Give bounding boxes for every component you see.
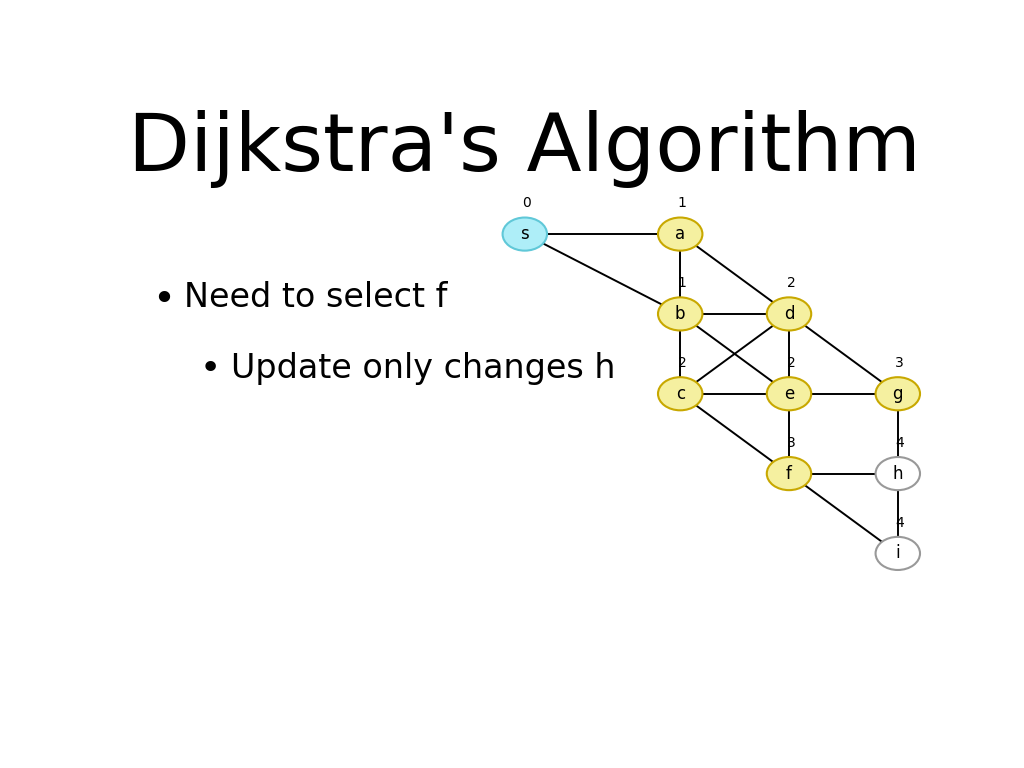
- Text: 4: 4: [895, 436, 904, 450]
- Text: i: i: [895, 545, 900, 562]
- Text: h: h: [893, 465, 903, 482]
- Text: d: d: [783, 305, 795, 323]
- Circle shape: [876, 537, 920, 570]
- Text: 0: 0: [522, 197, 531, 210]
- Text: g: g: [893, 385, 903, 402]
- Text: •: •: [152, 281, 175, 319]
- Text: s: s: [520, 225, 529, 243]
- Text: 2: 2: [786, 276, 796, 290]
- Text: 4: 4: [895, 516, 904, 530]
- Text: f: f: [786, 465, 792, 482]
- Text: 3: 3: [786, 436, 796, 450]
- Text: 1: 1: [678, 276, 687, 290]
- Circle shape: [658, 377, 702, 410]
- Circle shape: [767, 297, 811, 330]
- Text: 2: 2: [786, 356, 796, 370]
- Text: Need to select f: Need to select f: [183, 281, 446, 314]
- Text: 2: 2: [678, 356, 686, 370]
- Circle shape: [658, 217, 702, 250]
- Text: •: •: [200, 353, 221, 386]
- Circle shape: [876, 457, 920, 490]
- Text: Dijkstra's Algorithm: Dijkstra's Algorithm: [128, 110, 922, 188]
- Circle shape: [658, 297, 702, 330]
- Text: e: e: [784, 385, 795, 402]
- Text: c: c: [676, 385, 685, 402]
- Circle shape: [767, 377, 811, 410]
- Text: Update only changes h: Update only changes h: [231, 353, 615, 386]
- Text: 1: 1: [678, 197, 687, 210]
- Circle shape: [503, 217, 547, 250]
- Text: a: a: [675, 225, 685, 243]
- Text: b: b: [675, 305, 685, 323]
- Circle shape: [876, 377, 920, 410]
- Text: 3: 3: [895, 356, 904, 370]
- Circle shape: [767, 457, 811, 490]
